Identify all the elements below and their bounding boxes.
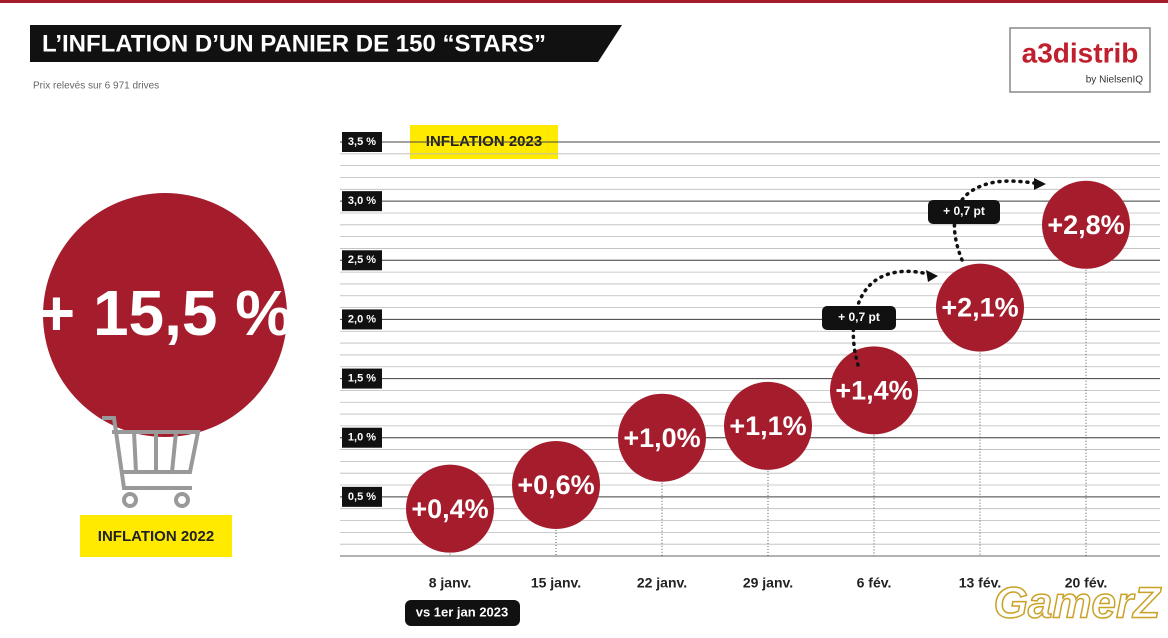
annotation-box [928, 200, 1000, 224]
x-tick-label: 20 fév. [1065, 575, 1108, 591]
watermark: GamerZ [994, 579, 1162, 628]
value-label: +1,4% [835, 376, 912, 406]
x-tick-label: 13 fév. [959, 575, 1002, 591]
logo-tagline: by NielsenIQ [1086, 75, 1143, 86]
x-tick-label: 8 janv. [429, 575, 472, 591]
x-tick-label: 15 janv. [531, 575, 581, 591]
y-tick-box [342, 368, 382, 389]
trend-arrow [851, 269, 937, 367]
value-label: +2,8% [1047, 210, 1124, 240]
title-banner [30, 25, 622, 62]
chart-title: L’INFLATION D’UN PANIER DE 150 “STARS” [42, 30, 546, 57]
x-tick-label: 6 fév. [857, 575, 892, 591]
x-tick-label: 29 janv. [743, 575, 793, 591]
value-label: +1,0% [623, 423, 700, 453]
bubble [830, 346, 918, 435]
inflation-2022-label: INFLATION 2022 [98, 528, 214, 545]
y-tick-box [342, 132, 382, 152]
bubble [724, 381, 812, 470]
x-tick-label: 22 janv. [637, 575, 687, 591]
subtitle: Prix relevés sur 6 971 drives [33, 81, 159, 92]
legend-label: INFLATION 2023 [426, 133, 542, 150]
inflation-2022-circle [43, 193, 287, 437]
value-label: +2,1% [941, 293, 1018, 323]
arrow-head [1034, 178, 1046, 190]
y-tick-box [342, 486, 382, 507]
y-tick-label: 1,5 % [348, 372, 376, 384]
y-tick-box [342, 309, 382, 330]
cart-icon [102, 416, 201, 508]
arrow-head [926, 270, 938, 282]
y-tick-box [342, 427, 382, 448]
y-tick-label: 0,5 % [348, 491, 376, 503]
y-tick-box [342, 250, 382, 271]
y-tick-box [342, 191, 382, 212]
y-tick-label: 3,0 % [348, 195, 376, 207]
annotation: + 0,7 pt [943, 204, 985, 218]
top-border [0, 0, 1168, 3]
annotation-box [822, 306, 896, 330]
logo-box [1009, 27, 1151, 93]
y-tick-label: 2,0 % [348, 313, 376, 325]
y-tick-label: 1,0 % [348, 432, 376, 444]
inflation-2022-box [80, 515, 232, 557]
baseline-note: vs 1er jan 2023 [416, 604, 509, 619]
y-tick-label: 3,5 % [348, 136, 376, 148]
baseline-note-box [405, 600, 520, 626]
value-label: +0,4% [411, 494, 488, 524]
inflation-2022-value: + 15,5 % [38, 277, 292, 349]
bubble [512, 441, 600, 530]
bubble [618, 393, 706, 482]
bubble [1042, 180, 1130, 269]
annotation: + 0,7 pt [838, 310, 880, 324]
value-label: +0,6% [517, 470, 594, 500]
bubble [406, 464, 494, 553]
logo-name: a3distrib [1022, 37, 1139, 68]
bubble [936, 263, 1024, 352]
value-label: +1,1% [729, 411, 806, 441]
y-tick-label: 2,5 % [348, 254, 376, 266]
